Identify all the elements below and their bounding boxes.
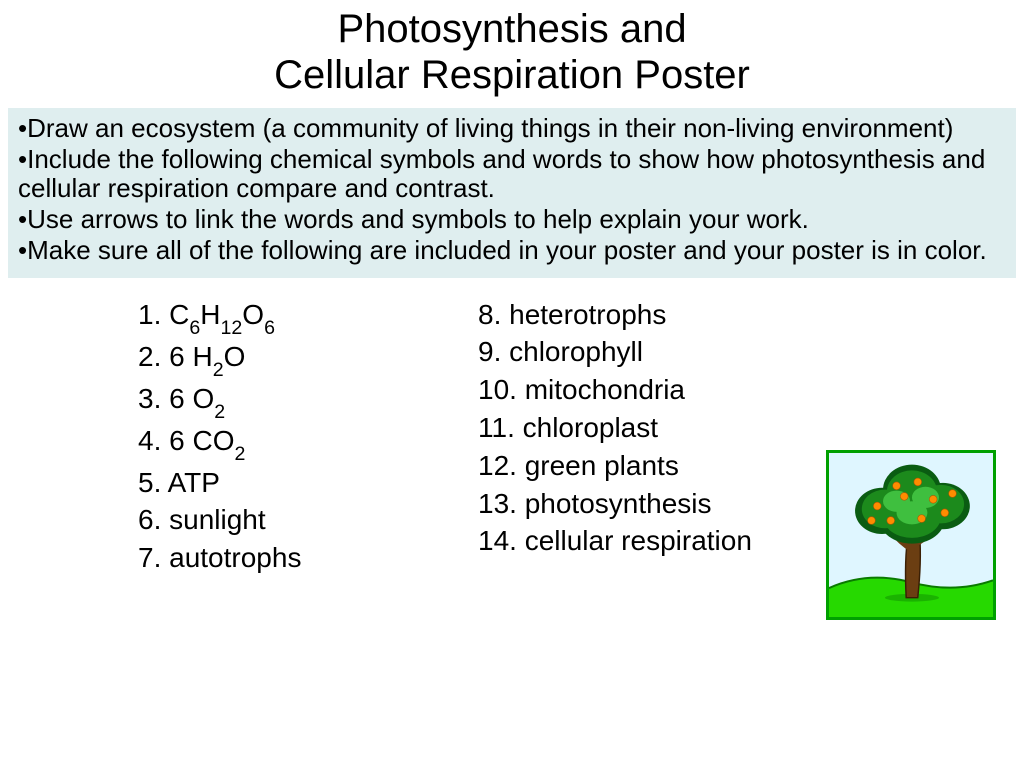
instruction-text: Include the following chemical symbols a… bbox=[18, 144, 985, 203]
list-item: 2. 6 H2O bbox=[138, 338, 478, 380]
title-line-1: Photosynthesis and bbox=[337, 7, 686, 51]
list-item: 7. autotrophs bbox=[138, 539, 478, 577]
list-item: 8. heterotrophs bbox=[478, 296, 798, 334]
list-item: 9. chlorophyll bbox=[478, 333, 798, 371]
title-line-2: Cellular Respiration Poster bbox=[274, 53, 750, 97]
terms-column-1: 1. C6H12O62. 6 H2O3. 6 O24. 6 CO25. ATP6… bbox=[138, 296, 478, 578]
list-item: 12. green plants bbox=[478, 447, 798, 485]
instruction-bullet: •Include the following chemical symbols … bbox=[18, 145, 1006, 203]
list-item: 3. 6 O2 bbox=[138, 380, 478, 422]
instruction-text: Make sure all of the following are inclu… bbox=[27, 235, 987, 265]
tree-icon bbox=[829, 453, 993, 617]
list-item: 14. cellular respiration bbox=[478, 522, 798, 560]
instruction-bullet: •Draw an ecosystem (a community of livin… bbox=[18, 114, 1006, 143]
list-item: 1. C6H12O6 bbox=[138, 296, 478, 338]
instruction-bullet: •Make sure all of the following are incl… bbox=[18, 236, 1006, 265]
list-item: 10. mitochondria bbox=[478, 371, 798, 409]
tree-clipart bbox=[826, 450, 996, 620]
list-item: 4. 6 CO2 bbox=[138, 422, 478, 464]
terms-column-2: 8. heterotrophs9. chlorophyll10. mitocho… bbox=[478, 296, 798, 578]
instructions-box: •Draw an ecosystem (a community of livin… bbox=[8, 108, 1016, 278]
list-item: 6. sunlight bbox=[138, 501, 478, 539]
instruction-text: Draw an ecosystem (a community of living… bbox=[27, 113, 953, 143]
list-item: 5. ATP bbox=[138, 464, 478, 502]
list-item: 13. photosynthesis bbox=[478, 485, 798, 523]
list-item: 11. chloroplast bbox=[478, 409, 798, 447]
instruction-bullet: •Use arrows to link the words and symbol… bbox=[18, 205, 1006, 234]
instruction-text: Use arrows to link the words and symbols… bbox=[27, 204, 809, 234]
slide-title: Photosynthesis and Cellular Respiration … bbox=[0, 0, 1024, 98]
